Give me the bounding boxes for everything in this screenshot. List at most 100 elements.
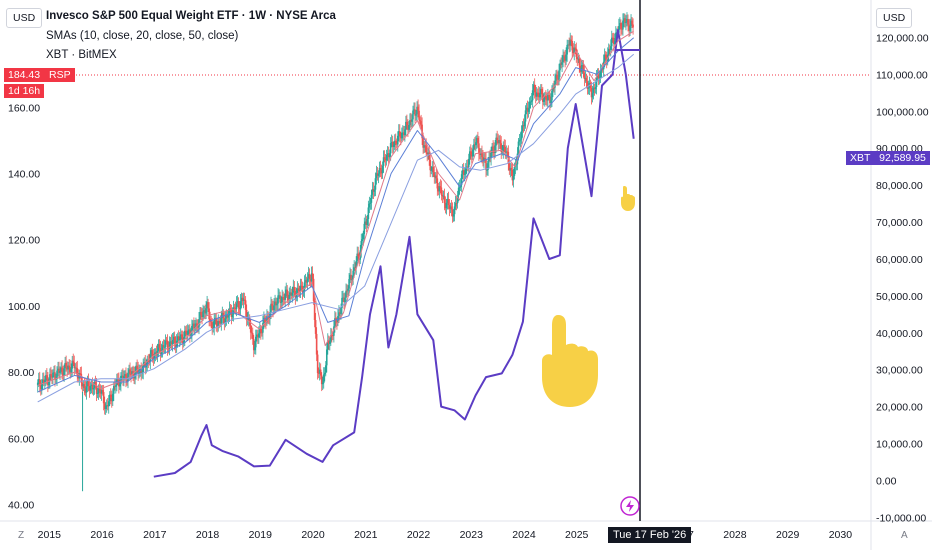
candle-body	[171, 339, 174, 345]
time-tick-label: 2016	[90, 529, 114, 541]
candle-body	[173, 336, 176, 344]
xbt-price-badge: XBT 92,589.95	[846, 151, 930, 165]
candle-body	[58, 368, 60, 373]
candle-body	[87, 380, 90, 386]
candle-body	[54, 372, 56, 380]
candle-body	[264, 317, 266, 322]
candle-body	[402, 132, 404, 134]
candle-body	[632, 24, 634, 28]
candle-body	[318, 369, 321, 374]
candle-body	[255, 334, 258, 337]
candle-body	[260, 329, 262, 333]
candle-body	[291, 292, 294, 296]
candle-body	[509, 167, 512, 171]
candle-body	[60, 367, 62, 371]
candle-body	[487, 161, 489, 170]
candle-body	[92, 388, 95, 390]
candle-body	[563, 55, 565, 57]
candle-body	[182, 338, 185, 344]
candle-body	[290, 292, 293, 296]
candle-body	[523, 121, 526, 127]
candle-body	[233, 307, 236, 309]
candle-body	[257, 334, 259, 338]
candle-body	[274, 301, 276, 306]
candle-body	[251, 333, 254, 339]
candle-body	[380, 170, 383, 174]
candle-body	[235, 303, 238, 310]
candle-body	[118, 379, 120, 387]
candle-body	[174, 343, 177, 348]
right-tick-label: -10,000.00	[876, 512, 926, 524]
candle-body	[430, 169, 433, 171]
candle-body	[560, 63, 562, 65]
candle-body	[530, 100, 533, 102]
candle-body	[483, 157, 485, 162]
candle-body	[313, 300, 316, 321]
candle-body	[475, 142, 477, 146]
candle-body	[310, 273, 313, 282]
candle-body	[522, 125, 525, 127]
candle-body	[146, 359, 149, 366]
candle-body	[96, 393, 99, 394]
candle-body	[275, 301, 277, 306]
candle-body	[565, 54, 567, 61]
candle-body	[365, 221, 368, 225]
candle-body	[347, 288, 349, 291]
lightning-icon[interactable]	[620, 496, 640, 516]
sma-legend[interactable]: SMAs (10, close, 20, close, 50, close)	[46, 30, 239, 42]
candle-body	[353, 267, 355, 271]
candle-body	[583, 72, 586, 79]
zoom-reset-button[interactable]: Z	[18, 530, 25, 541]
candle-body	[180, 334, 183, 338]
candle-body	[140, 369, 142, 374]
candle-body	[342, 297, 344, 299]
candle-body	[333, 326, 335, 336]
time-tick-label: 2017	[143, 529, 167, 541]
candle-body	[348, 279, 350, 289]
candle-body	[545, 95, 547, 100]
candle-body	[286, 289, 289, 297]
candle-body	[211, 322, 213, 329]
candle-body	[231, 314, 234, 318]
candle-body	[139, 369, 141, 371]
candle-body	[496, 137, 498, 141]
candle-body	[40, 383, 43, 390]
candle-body	[249, 325, 252, 333]
candle-body	[485, 159, 487, 170]
candle-body	[344, 297, 346, 303]
xbt-legend[interactable]: XBT · BitMEX	[46, 49, 117, 61]
candle-body	[554, 80, 556, 88]
candle-body	[124, 374, 126, 377]
candle-body	[319, 369, 322, 376]
candle-body	[287, 296, 290, 301]
right-tick-label: 120,000.00	[876, 33, 929, 45]
candle-body	[621, 28, 623, 30]
candle-body	[387, 153, 390, 158]
left-currency-button[interactable]: USD	[6, 8, 43, 28]
candle-body	[50, 374, 52, 376]
candle-body	[271, 303, 273, 307]
candle-body	[510, 167, 513, 170]
chart-title[interactable]: Invesco S&P 500 Equal Weight ETF · 1W · …	[46, 10, 336, 22]
left-tick-label: 40.00	[8, 499, 34, 511]
candle-body	[463, 173, 466, 175]
candle-body	[278, 295, 280, 297]
candle-body	[111, 393, 114, 402]
right-currency-button[interactable]: USD	[876, 8, 913, 28]
candle-body	[599, 70, 602, 78]
candle-body	[55, 379, 57, 380]
auto-scale-button[interactable]: A	[901, 530, 908, 541]
candle-body	[301, 285, 304, 293]
candle-body	[90, 384, 93, 387]
candle-body	[311, 273, 314, 279]
candle-body	[622, 20, 624, 30]
candle-body	[79, 373, 82, 374]
candle-body	[438, 186, 441, 192]
candle-body	[544, 95, 546, 100]
candle-body	[226, 314, 229, 318]
candle-body	[551, 90, 553, 101]
candle-body	[152, 356, 155, 360]
candle-body	[106, 405, 109, 407]
